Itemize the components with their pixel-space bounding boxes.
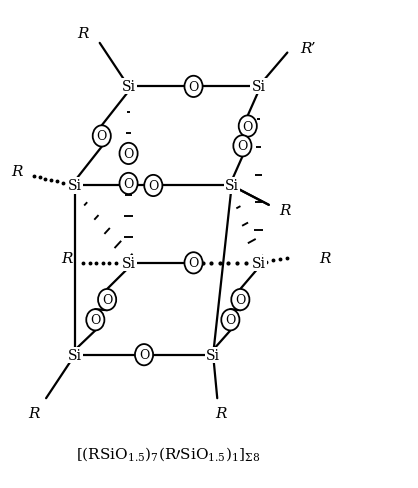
Text: R: R	[280, 203, 291, 217]
Text: Si: Si	[68, 179, 82, 193]
Text: Si: Si	[122, 80, 135, 94]
Circle shape	[233, 136, 252, 157]
Text: O: O	[90, 314, 100, 326]
Text: R: R	[319, 251, 330, 265]
Text: R: R	[28, 406, 39, 420]
Text: R: R	[77, 27, 89, 41]
Circle shape	[144, 176, 163, 197]
Circle shape	[184, 77, 203, 98]
Text: Si: Si	[206, 348, 220, 362]
Text: O: O	[189, 81, 199, 94]
Circle shape	[93, 126, 111, 147]
Text: Si: Si	[122, 256, 135, 270]
Text: O: O	[123, 148, 134, 161]
Text: O: O	[237, 140, 247, 153]
Circle shape	[221, 309, 240, 331]
Text: O: O	[225, 314, 236, 326]
Text: O: O	[235, 293, 245, 306]
Text: O: O	[102, 293, 112, 306]
Text: Si: Si	[225, 179, 239, 193]
Circle shape	[86, 309, 104, 331]
Text: R’: R’	[300, 41, 316, 56]
Circle shape	[239, 116, 257, 138]
Circle shape	[98, 289, 116, 310]
Text: O: O	[97, 130, 107, 143]
Circle shape	[120, 143, 138, 165]
Text: R: R	[216, 406, 227, 420]
Text: Si: Si	[68, 348, 82, 362]
Circle shape	[135, 345, 153, 366]
Text: R: R	[61, 251, 72, 265]
Circle shape	[231, 289, 250, 310]
Text: O: O	[189, 257, 199, 270]
Text: R: R	[11, 164, 23, 179]
Text: [(RSiO$_{\mathregular{1.5}}$)$_{\mathregular{7}}$(R$\prime$SiO$_{\mathregular{1.: [(RSiO$_{\mathregular{1.5}}$)$_{\mathreg…	[76, 445, 260, 463]
Text: O: O	[123, 178, 134, 190]
Circle shape	[120, 173, 138, 195]
Text: O: O	[148, 180, 158, 193]
Circle shape	[184, 253, 203, 274]
Text: Si: Si	[252, 256, 265, 270]
Text: O: O	[139, 348, 149, 362]
Text: Si: Si	[252, 80, 265, 94]
Text: O: O	[242, 120, 253, 133]
